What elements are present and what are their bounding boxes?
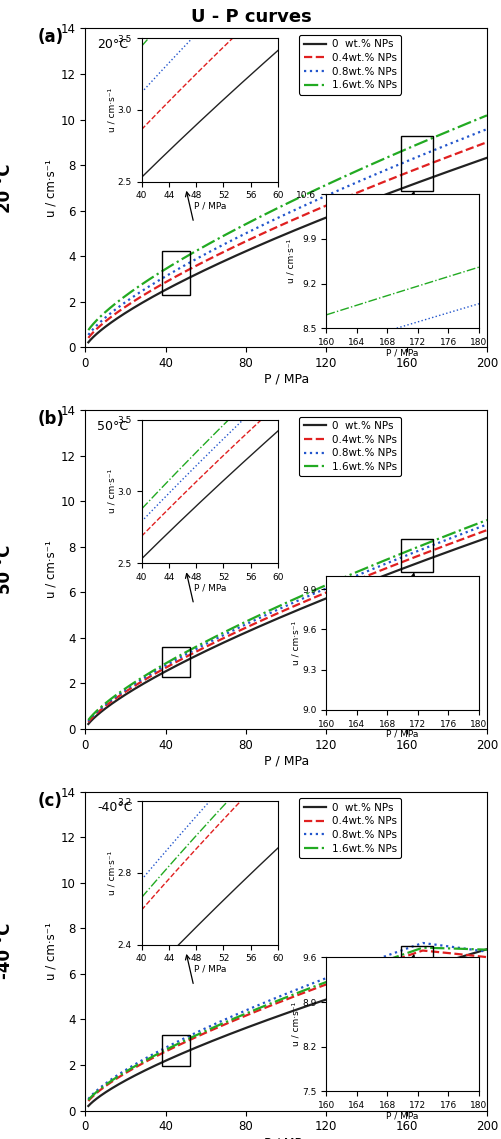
Text: 50°C: 50°C	[97, 419, 128, 433]
Legend: 0  wt.% NPs, 0.4wt.% NPs, 0.8wt.% NPs, 1.6wt.% NPs: 0 wt.% NPs, 0.4wt.% NPs, 0.8wt.% NPs, 1.…	[299, 35, 400, 95]
Bar	[400, 945, 432, 977]
Bar	[161, 252, 189, 295]
Text: 50 °C: 50 °C	[0, 544, 14, 595]
X-axis label: P / MPa: P / MPa	[263, 372, 308, 386]
Legend: 0  wt.% NPs, 0.4wt.% NPs, 0.8wt.% NPs, 1.6wt.% NPs: 0 wt.% NPs, 0.4wt.% NPs, 0.8wt.% NPs, 1.…	[299, 798, 400, 858]
Text: -40°C: -40°C	[97, 801, 133, 814]
Y-axis label: u / cm·s⁻¹: u / cm·s⁻¹	[45, 923, 58, 980]
Bar	[400, 539, 432, 572]
Text: (c): (c)	[37, 792, 62, 810]
X-axis label: P / MPa: P / MPa	[263, 754, 308, 768]
X-axis label: P / MPa: P / MPa	[263, 1136, 308, 1139]
Bar	[400, 136, 432, 191]
Text: (b): (b)	[37, 410, 64, 428]
Y-axis label: u / cm·s⁻¹: u / cm·s⁻¹	[45, 541, 58, 598]
Text: U - P curves: U - P curves	[190, 8, 311, 26]
Bar	[161, 647, 189, 677]
Text: -40 °C: -40 °C	[0, 923, 14, 980]
Bar	[161, 1035, 189, 1066]
Text: 20°C: 20°C	[97, 38, 128, 51]
Legend: 0  wt.% NPs, 0.4wt.% NPs, 0.8wt.% NPs, 1.6wt.% NPs: 0 wt.% NPs, 0.4wt.% NPs, 0.8wt.% NPs, 1.…	[299, 417, 400, 476]
Text: (a): (a)	[37, 28, 63, 47]
Text: 20 °C: 20 °C	[0, 163, 14, 213]
Y-axis label: u / cm·s⁻¹: u / cm·s⁻¹	[45, 159, 58, 216]
